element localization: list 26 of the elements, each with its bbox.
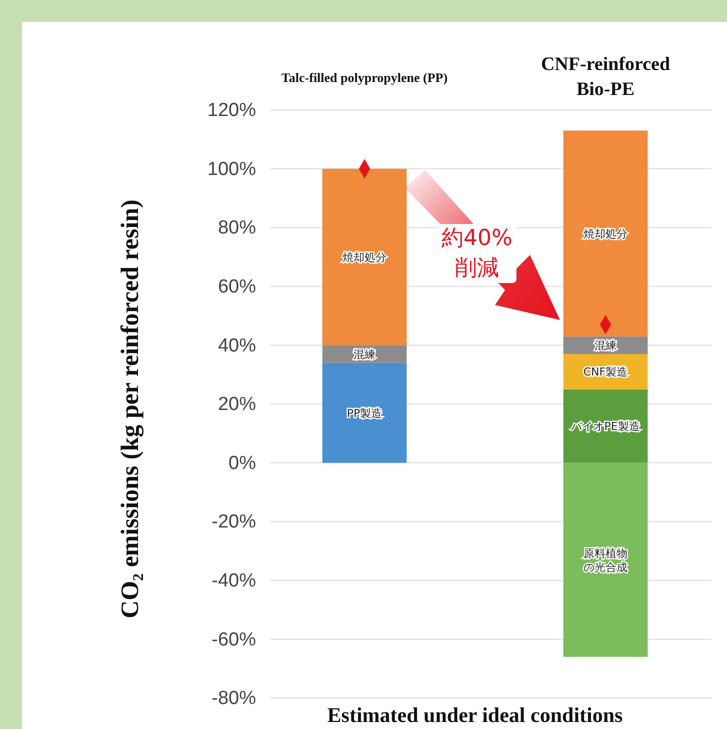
y-tick-label: 100% (207, 158, 256, 180)
series-label: バイオPE製造 (570, 420, 640, 434)
bar (563, 462, 648, 657)
series-label: 混練 (353, 348, 376, 362)
series-label: 焼却処分 (342, 251, 386, 264)
y-tick-label: 80% (218, 218, 256, 239)
y-tick-label: -20% (212, 512, 256, 533)
x-tick-label: Talc-filled polypropylene (PP) (281, 70, 448, 85)
y-tick-label: -80% (212, 688, 256, 710)
y-tick-label: 120% (207, 100, 256, 122)
series-label: PP製造 (346, 406, 382, 420)
y-axis-title: CO₂ emissions (kg per reinforced resin) (117, 200, 144, 618)
y-tick-label: 0% (228, 452, 256, 474)
text: 焼却処分 (584, 227, 628, 240)
series-label: CNF製造 (583, 366, 628, 379)
y-tick-label: -40% (212, 570, 256, 592)
series-label: 原料植物の光合成 (584, 546, 628, 574)
bar (322, 362, 407, 463)
y-tick-label: 40% (218, 335, 256, 356)
y-tick-label: 60% (218, 276, 256, 298)
x-tick-label: CNF-reinforced Bio-PE (540, 54, 670, 100)
text: Estimated under ideal conditions (327, 703, 623, 727)
y-tick-label: -60% (212, 629, 256, 650)
bar (563, 130, 648, 336)
y-tick-label: 20% (218, 394, 256, 416)
annotation: 約40% 削減 (442, 226, 512, 281)
